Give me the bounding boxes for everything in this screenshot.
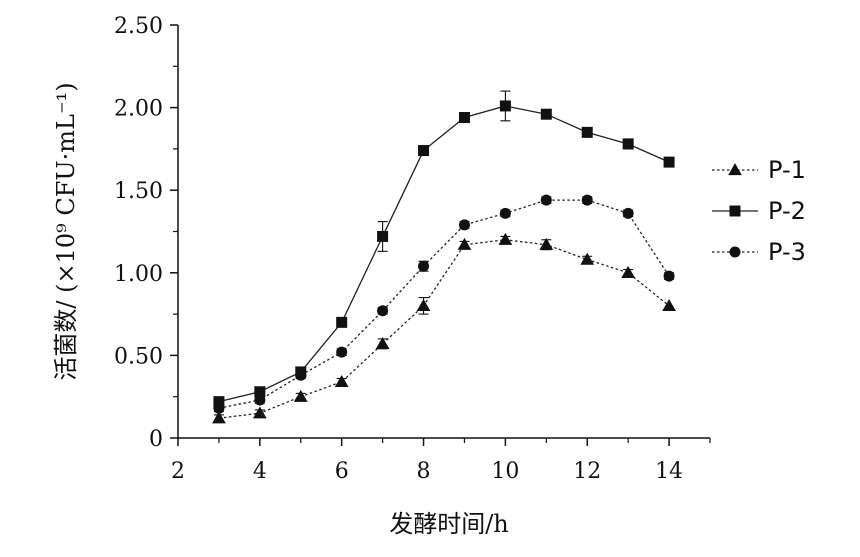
- x-tick-label: 8: [417, 459, 431, 484]
- data-point: [416, 298, 431, 311]
- data-point: [336, 346, 348, 358]
- y-tick-label: 1.50: [114, 179, 163, 204]
- data-point: [539, 237, 554, 250]
- legend-marker: [729, 205, 741, 217]
- data-point: [334, 374, 349, 387]
- data-point: [581, 194, 593, 206]
- legend-label: P-2: [768, 197, 806, 225]
- data-point: [293, 389, 308, 402]
- legend-label: P-3: [768, 238, 806, 266]
- data-point: [458, 219, 470, 231]
- data-point: [580, 252, 595, 265]
- data-point: [663, 156, 675, 168]
- data-point: [254, 394, 266, 406]
- data-point: [540, 108, 552, 120]
- y-axis-title: 活菌数/ (×10⁹ CFU·mL⁻¹): [52, 82, 80, 380]
- data-point: [499, 100, 511, 112]
- data-point: [622, 138, 634, 150]
- series-P-1: [212, 232, 676, 424]
- series-P-2: [213, 90, 675, 408]
- x-tick-label: 4: [253, 459, 267, 484]
- data-point: [418, 260, 430, 272]
- legend-marker: [728, 163, 742, 176]
- data-point: [540, 194, 552, 206]
- y-tick-label: 0: [149, 427, 163, 452]
- series-line: [218, 105, 670, 403]
- data-point: [663, 270, 675, 282]
- x-axis-title: 发酵时间/h: [389, 510, 509, 538]
- data-point: [295, 369, 307, 381]
- data-point: [458, 112, 470, 124]
- y-tick-label: 0.50: [114, 344, 163, 369]
- legend-marker: [729, 246, 741, 258]
- legend: P-1 P-2 P-3: [712, 156, 806, 266]
- y-tick-label: 1.00: [114, 262, 163, 287]
- data-point: [377, 230, 389, 242]
- data-point: [581, 126, 593, 138]
- data-point: [213, 396, 225, 408]
- y-tick-label: 2.00: [114, 97, 163, 122]
- x-tick-label: 12: [573, 459, 601, 484]
- y-tick-label: 2.50: [114, 14, 163, 39]
- data-point: [213, 402, 225, 414]
- axes: 2 4 6 8 10 12 14 0 0.50 1.00 1.50 2.00 2.50: [114, 14, 711, 484]
- legend-entry-P-1: P-1: [712, 156, 806, 184]
- data-point: [375, 336, 390, 349]
- legend-label: P-1: [768, 156, 806, 184]
- data-point: [499, 207, 511, 219]
- series-P-3: [213, 194, 675, 414]
- x-tick-label: 10: [491, 459, 519, 484]
- data-point: [457, 237, 472, 250]
- x-tick-label: 6: [335, 459, 349, 484]
- data-point: [621, 265, 636, 278]
- data-point: [336, 316, 348, 328]
- series-line: [218, 199, 670, 409]
- data-point: [418, 145, 430, 157]
- series-line: [218, 239, 670, 419]
- data-point: [498, 232, 513, 245]
- legend-entry-P-2: P-2: [712, 197, 806, 225]
- data-point: [377, 305, 389, 317]
- x-tick-label: 14: [655, 459, 683, 484]
- legend-entry-P-3: P-3: [712, 238, 806, 266]
- x-tick-label: 2: [171, 459, 185, 484]
- data-point: [252, 406, 267, 419]
- data-point: [662, 298, 676, 311]
- data-point: [622, 207, 634, 219]
- data-point: [212, 411, 226, 424]
- data-point: [254, 386, 266, 398]
- series-layer: [212, 90, 676, 424]
